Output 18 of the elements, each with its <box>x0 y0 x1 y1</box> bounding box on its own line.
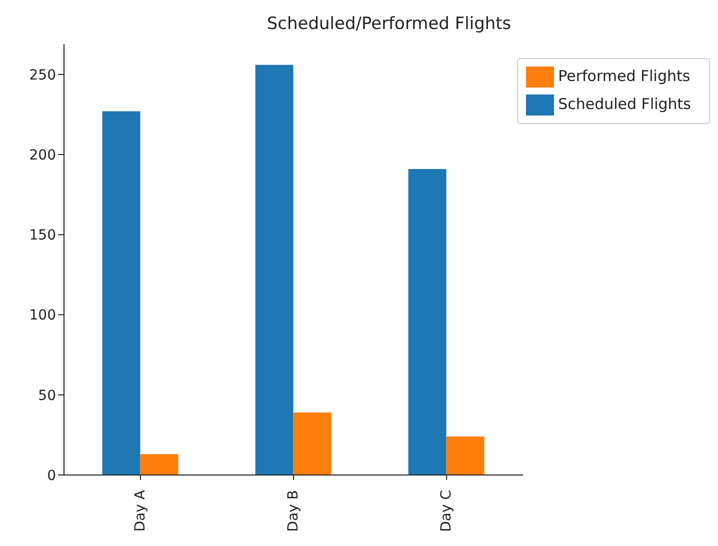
chart-title: Scheduled/Performed Flights <box>266 13 512 36</box>
y-tick-label: 150 <box>29 228 56 244</box>
y-tick-label: 100 <box>29 308 56 324</box>
x-tick-label: Day C <box>438 490 455 532</box>
bar <box>255 64 294 475</box>
y-tick-label: 50 <box>38 388 56 404</box>
bar <box>102 111 140 475</box>
bar <box>408 168 446 475</box>
x-tick-label: Day A <box>132 490 149 532</box>
x-tick-label: Day B <box>286 490 302 532</box>
y-tick-label: 250 <box>29 67 56 84</box>
bar <box>140 454 178 475</box>
y-tick-label: 200 <box>29 148 56 164</box>
bar <box>446 436 484 475</box>
legend-label: Scheduled Flights <box>558 95 691 114</box>
bar <box>293 412 332 475</box>
y-tick-label: 0 <box>47 468 56 484</box>
legend-label: Performed Flights <box>558 67 690 86</box>
